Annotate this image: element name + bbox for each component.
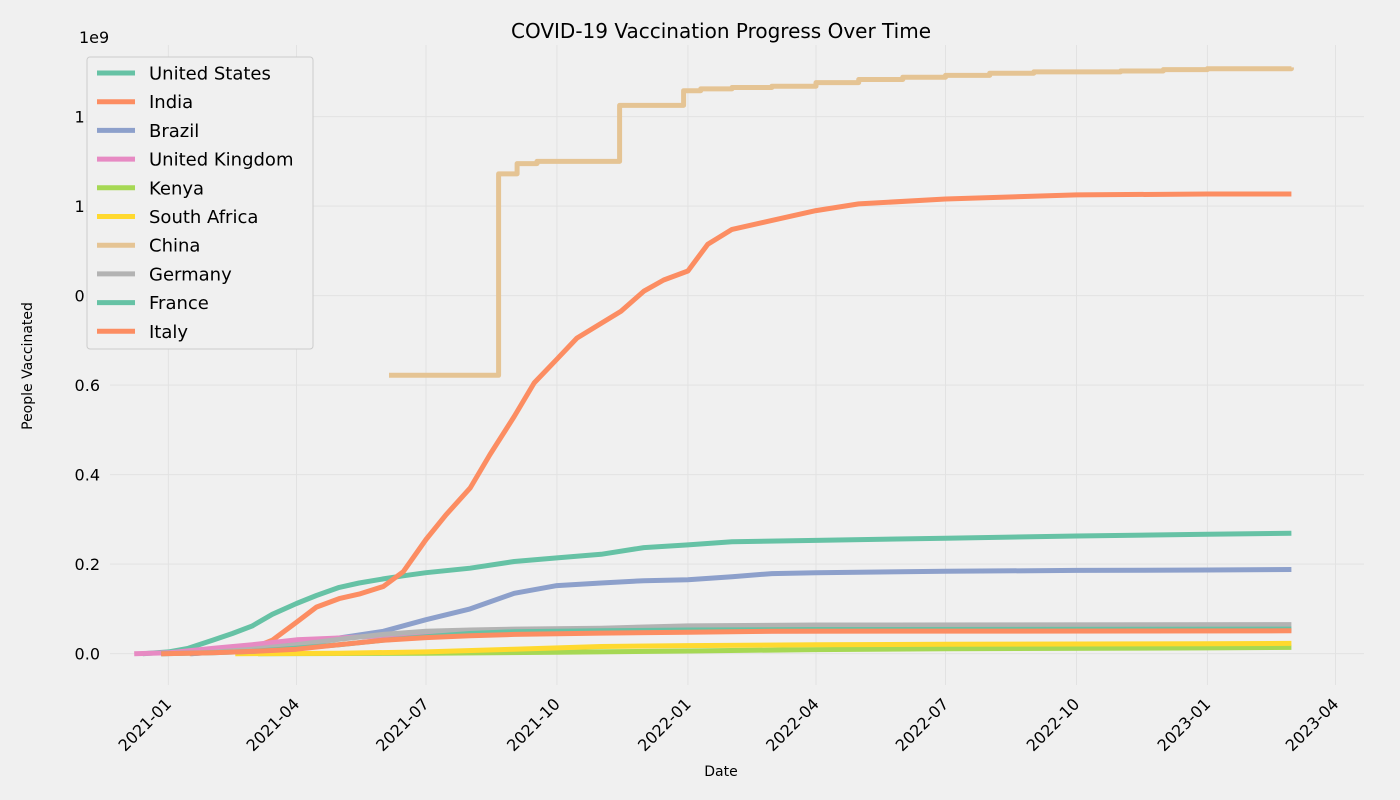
legend-label: Kenya xyxy=(149,178,204,199)
series-line-south-africa xyxy=(235,640,1292,657)
series-line-china xyxy=(389,66,1294,378)
series-line-italy xyxy=(161,628,1292,657)
grid-layer xyxy=(110,45,1364,685)
series-line-india xyxy=(189,191,1292,657)
legend-label: China xyxy=(149,236,200,257)
y-axis-label: People Vaccinated xyxy=(20,302,36,430)
legend-label: India xyxy=(149,92,193,113)
y-axis-multiplier: 1e9 xyxy=(79,28,109,47)
legend-label: Italy xyxy=(149,322,188,343)
x-axis-label: Date xyxy=(704,764,737,780)
series-line-united-states xyxy=(142,530,1292,657)
legend-label: Germany xyxy=(149,264,232,285)
y-tick-label: 0.0 xyxy=(75,645,100,664)
y-tick-label: 0.2 xyxy=(75,555,100,574)
y-tick-label: 0.6 xyxy=(75,376,100,395)
legend-label: United Kingdom xyxy=(149,150,293,171)
legend: United States India Brazil United Kingdom Ke… xyxy=(86,56,314,350)
legend-frame xyxy=(86,56,314,350)
chart-title: COVID-19 Vaccination Progress Over Time xyxy=(511,19,931,43)
legend-label: Brazil xyxy=(149,121,199,142)
legend-label: United States xyxy=(149,64,271,85)
y-tick-label: 0.4 xyxy=(75,466,100,485)
series-layer xyxy=(134,66,1294,657)
legend-label: South Africa xyxy=(149,207,258,228)
legend-label: France xyxy=(149,293,209,314)
